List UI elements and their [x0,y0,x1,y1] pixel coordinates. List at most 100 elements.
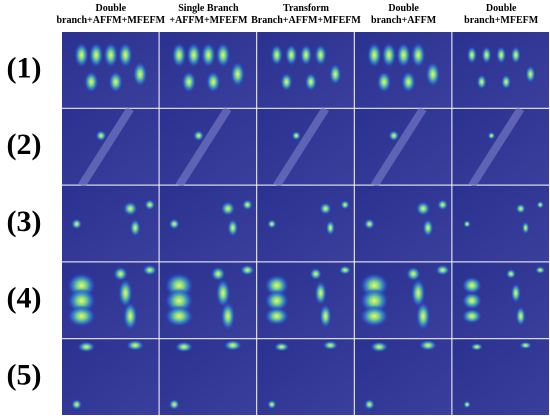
heat-blob [425,61,441,87]
heatmap-cell [452,32,549,108]
heat-blob [270,44,283,66]
heatmap-cell [354,262,452,339]
heatmap-cell [159,32,257,108]
column-header: Double [96,3,127,14]
heatmap-cell [354,339,452,415]
heat-blob [515,306,526,327]
heat-blob [168,218,180,230]
heat-blob [186,42,201,68]
heat-blob [267,399,277,410]
heatmap-cell [354,106,452,188]
heat-blob [325,220,335,236]
heatmap-cell [257,262,354,339]
heat-blob [95,130,107,142]
road [175,106,232,188]
heat-blob [164,305,194,327]
heat-blob [220,301,236,331]
heat-blob [108,71,123,93]
heat-blob [435,264,450,276]
heat-blob [322,340,339,350]
heat-blob [411,278,426,308]
heat-blob [71,218,83,230]
heat-blob [415,201,431,216]
heat-blob [536,201,545,209]
row-label: (3) [7,205,42,238]
heat-blob [376,71,392,93]
heat-blob [267,219,277,229]
road [78,106,134,188]
heatmap-cell [354,32,452,108]
heatmap-cell [62,262,159,339]
heat-blob [461,276,483,295]
heat-blob [470,343,484,351]
heat-blob [461,308,483,324]
heat-blob [215,42,231,68]
column-header: branch+AFFM [371,15,437,26]
heat-blob [519,341,532,350]
heat-blob [461,291,483,310]
heat-blob [437,199,449,211]
heat-blob [77,341,96,353]
column-header: branch+MFEFM [464,15,539,26]
heat-blob [285,44,298,66]
heat-blob [144,199,156,211]
heat-blob [264,274,289,297]
heat-blob [415,301,431,331]
heat-blob [521,221,530,235]
road [468,106,525,188]
heat-blob [181,71,197,93]
row-label: (5) [7,358,42,391]
heat-blob [74,42,89,68]
heat-blob [264,306,289,326]
row-label: (1) [7,51,42,84]
heatmap-cell [62,185,159,262]
heat-blob [118,42,133,68]
heat-blob [304,72,317,92]
heat-blob [132,61,148,87]
heatmap-cell [354,185,452,262]
heatmap-cell [159,185,257,262]
heatmap-cell [257,32,354,108]
heat-blob [215,278,231,308]
column-header: Branch+AFFM+MFEFM [251,15,361,26]
row-label: (4) [7,282,42,315]
heat-blob [175,341,193,353]
heat-blob [419,339,437,351]
heat-blob [329,63,342,85]
heatmap-cell [62,32,159,108]
heat-blob [84,71,99,93]
heat-blob [123,301,138,331]
heat-blob [210,266,226,282]
heatmap-cell [257,106,354,188]
heat-blob [201,42,216,68]
heat-blob [71,399,83,410]
heat-blob [422,218,434,237]
heat-blob [273,342,290,352]
heat-blob [126,339,145,351]
heat-blob [411,42,426,68]
heatmap-cell [452,262,549,339]
column-header: Transform [283,3,330,14]
heat-blob [103,42,119,68]
heat-blob [466,46,477,64]
heat-blob [319,202,332,215]
heat-blob [299,44,313,66]
heat-blob [463,220,471,228]
heat-blob [340,200,350,210]
heat-blob [525,65,536,84]
heat-blob [401,71,416,93]
heat-blob [142,264,158,276]
heat-blob [168,399,180,410]
column-header: Single Branch [178,3,239,14]
heat-blob [396,42,411,68]
heat-blob [406,266,421,282]
heat-blob [487,131,496,140]
heat-blob [476,74,487,90]
heat-blob [291,131,301,141]
column-header: Double [486,3,517,14]
column-header: Double [388,3,419,14]
heat-blob [230,61,245,87]
heat-blob [359,305,389,327]
heatmap-cell [159,262,257,339]
